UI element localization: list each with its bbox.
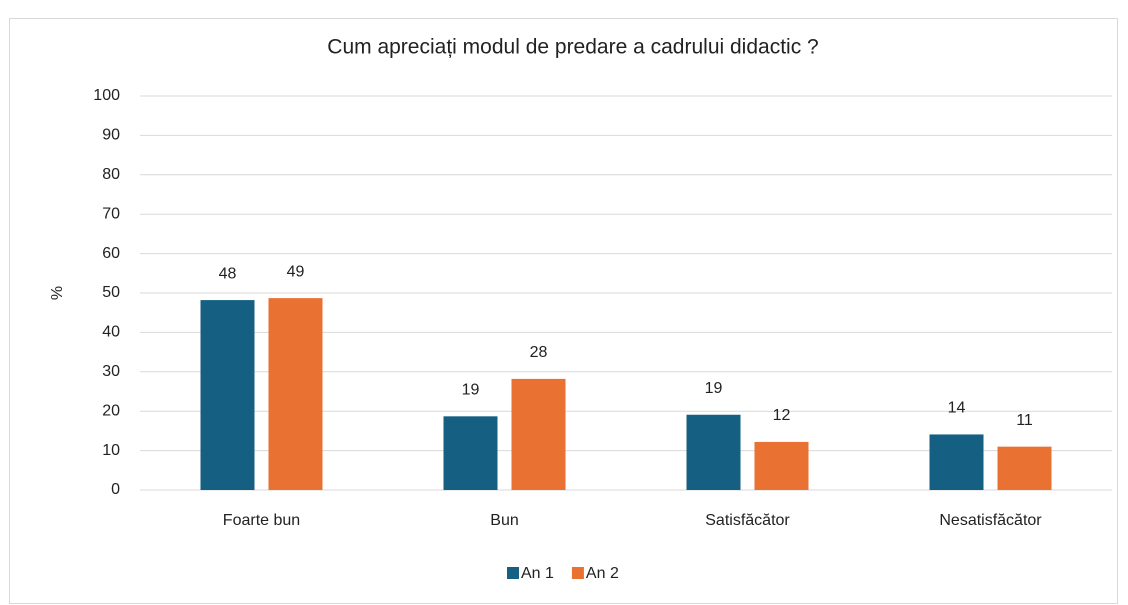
legend-swatch	[507, 567, 519, 579]
y-tick-label: 70	[102, 205, 120, 222]
bar	[200, 300, 255, 490]
bar	[268, 298, 323, 490]
y-tick-label: 60	[102, 245, 120, 262]
y-tick-label: 100	[93, 87, 120, 104]
y-axis-label: %	[49, 286, 66, 300]
x-tick-label: Bun	[490, 512, 518, 529]
y-tick-label: 90	[102, 127, 120, 144]
data-label: 12	[773, 407, 791, 424]
data-label: 48	[219, 265, 237, 282]
data-label: 28	[530, 344, 548, 361]
bar	[443, 416, 498, 490]
y-tick-label: 80	[102, 166, 120, 183]
y-tick-label: 0	[111, 481, 120, 498]
x-tick-label: Nesatisfăcător	[939, 512, 1042, 529]
bar	[754, 441, 809, 490]
y-tick-label: 10	[102, 442, 120, 459]
bar	[997, 446, 1052, 490]
data-label: 14	[948, 400, 966, 417]
legend-swatch	[571, 567, 584, 579]
data-label: 19	[705, 380, 723, 397]
data-label: 11	[1016, 412, 1033, 429]
x-tick-label: Satisfăcător	[705, 512, 790, 529]
bar	[686, 414, 741, 490]
y-tick-label: 40	[102, 324, 120, 341]
data-label: 49	[287, 263, 305, 280]
legend-label: An 2	[586, 565, 619, 582]
legend-label: An 1	[521, 565, 554, 582]
chart-title: Cum apreciați modul de predare a cadrulu…	[327, 36, 818, 59]
bar	[511, 378, 566, 490]
y-tick-label: 50	[102, 284, 120, 301]
data-label: 19	[462, 382, 480, 399]
x-tick-label: Foarte bun	[223, 512, 300, 529]
bar	[929, 434, 984, 490]
y-tick-label: 20	[102, 402, 120, 419]
chart-frame	[9, 18, 1118, 604]
y-tick-label: 30	[102, 363, 120, 380]
